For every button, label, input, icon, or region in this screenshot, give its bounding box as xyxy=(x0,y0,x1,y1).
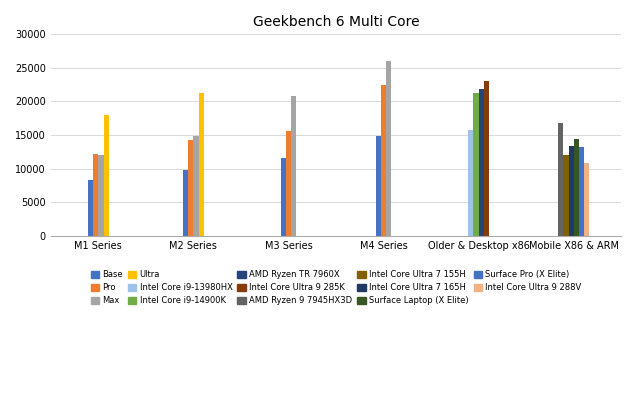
Bar xyxy=(280,158,286,236)
Bar xyxy=(563,154,568,236)
Bar xyxy=(193,136,198,236)
Bar xyxy=(291,96,296,236)
Bar xyxy=(484,81,489,236)
Bar xyxy=(381,85,386,236)
Bar xyxy=(93,154,99,236)
Bar xyxy=(183,170,188,236)
Bar xyxy=(474,93,479,236)
Bar xyxy=(198,94,204,236)
Bar xyxy=(468,130,474,236)
Bar xyxy=(584,163,589,236)
Bar xyxy=(104,115,109,236)
Bar xyxy=(88,180,93,236)
Bar xyxy=(188,140,193,236)
Bar xyxy=(568,146,574,236)
Bar xyxy=(574,139,579,236)
Bar xyxy=(479,89,484,236)
Bar xyxy=(286,131,291,236)
Bar xyxy=(579,147,584,236)
Bar xyxy=(558,123,563,236)
Bar xyxy=(376,136,381,236)
Bar xyxy=(99,154,104,236)
Bar xyxy=(386,61,392,236)
Legend: Base, Pro, Max, Ultra, Intel Core i9-13980HX, Intel Core i9-14900K, AMD Ryzen TR: Base, Pro, Max, Ultra, Intel Core i9-139… xyxy=(91,270,582,305)
Title: Geekbench 6 Multi Core: Geekbench 6 Multi Core xyxy=(253,15,419,29)
